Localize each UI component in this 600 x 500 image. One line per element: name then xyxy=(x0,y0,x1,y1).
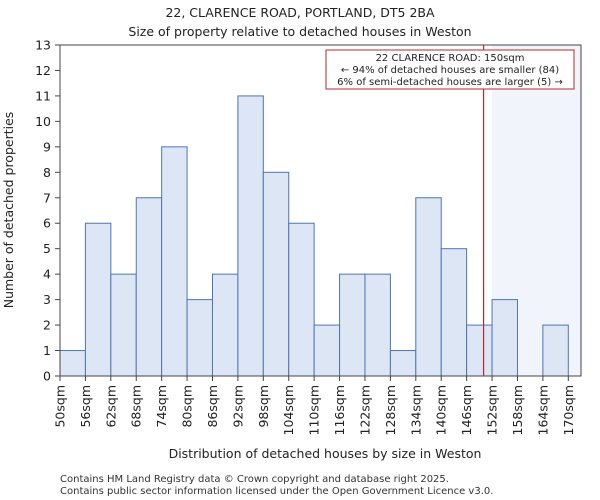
y-tick-label: 2 xyxy=(43,318,51,333)
bar-122sqm xyxy=(364,273,391,377)
x-tick-label: 92sqm xyxy=(230,385,245,428)
y-tick-label: 5 xyxy=(43,241,51,256)
x-tick-label: 164sqm xyxy=(535,385,550,435)
chart-title-line-1: 22, CLARENCE ROAD, PORTLAND, DT5 2BA xyxy=(165,5,435,20)
annotation-line-1: 22 CLARENCE ROAD: 150sqm xyxy=(376,53,525,64)
y-tick-label: 8 xyxy=(43,165,51,180)
bar-92sqm xyxy=(237,95,264,377)
annotation-box: 22 CLARENCE ROAD: 150sqm ← 94% of detach… xyxy=(325,49,575,90)
x-tick-label: 50sqm xyxy=(53,385,68,428)
y-tick-label: 4 xyxy=(43,267,51,282)
x-tick-label: 56sqm xyxy=(78,385,93,428)
x-tick-label: 98sqm xyxy=(256,385,271,428)
bar-80sqm xyxy=(186,299,213,377)
y-tick-label: 3 xyxy=(43,292,51,307)
x-tick-label: 110sqm xyxy=(307,385,322,435)
bar-86sqm xyxy=(211,273,239,377)
bar-140sqm xyxy=(440,248,468,377)
bar-134sqm xyxy=(415,197,442,377)
plot-area-frame xyxy=(59,44,582,377)
x-tick-label: 158sqm xyxy=(510,385,525,435)
annotation-line-3: 6% of semi-detached houses are larger (5… xyxy=(337,77,563,88)
bar-128sqm xyxy=(389,350,417,377)
x-tick-label: 152sqm xyxy=(485,385,500,435)
y-tick-label: 9 xyxy=(43,139,51,154)
chart-title-line-2: Size of property relative to detached ho… xyxy=(128,24,471,39)
bar-146sqm xyxy=(466,324,493,377)
bar-50sqm xyxy=(59,350,86,377)
bar-68sqm xyxy=(135,197,163,377)
x-tick-label: 140sqm xyxy=(434,385,449,435)
annotation-line-2: ← 94% of detached houses are smaller (84… xyxy=(341,65,559,76)
x-tick-label: 116sqm xyxy=(332,385,347,435)
x-tick-label: 74sqm xyxy=(154,385,169,428)
x-tick-label: 86sqm xyxy=(205,385,220,428)
y-tick-label: 6 xyxy=(43,216,51,231)
y-tick-label: 11 xyxy=(35,88,51,103)
bar-62sqm xyxy=(110,273,137,377)
x-tick-label: 104sqm xyxy=(281,385,296,435)
annotation-frame xyxy=(325,49,575,90)
y-tick-label: 13 xyxy=(35,38,51,53)
x-tick-label: 134sqm xyxy=(408,385,423,435)
x-tick-label: 146sqm xyxy=(459,385,474,435)
y-tick-label: 1 xyxy=(43,343,51,358)
bar-74sqm xyxy=(161,146,188,377)
bar-164sqm xyxy=(542,324,569,377)
x-tick-label: 62sqm xyxy=(103,385,118,428)
footer-line-2: Contains public sector information licen… xyxy=(60,486,493,497)
x-tick-label: 68sqm xyxy=(129,385,144,428)
y-tick-label: 0 xyxy=(43,369,51,384)
x-tick-label: 170sqm xyxy=(561,385,576,435)
y-axis-label: Number of detached properties xyxy=(1,112,16,309)
x-tick-label: 128sqm xyxy=(383,385,398,435)
footer-line-1: Contains HM Land Registry data © Crown c… xyxy=(60,474,449,485)
x-tick-label: 80sqm xyxy=(180,385,195,428)
bar-104sqm xyxy=(288,222,315,377)
bar-56sqm xyxy=(84,222,112,377)
x-tick-label: 122sqm xyxy=(357,385,372,435)
x-axis-label: Distribution of detached houses by size … xyxy=(169,446,482,461)
bar-98sqm xyxy=(262,171,290,377)
bar-110sqm xyxy=(313,324,341,377)
bar-152sqm xyxy=(491,299,518,377)
bar-116sqm xyxy=(339,273,366,377)
y-tick-label: 12 xyxy=(35,63,51,78)
y-tick-label: 10 xyxy=(35,114,51,129)
y-tick-label: 7 xyxy=(43,190,51,205)
